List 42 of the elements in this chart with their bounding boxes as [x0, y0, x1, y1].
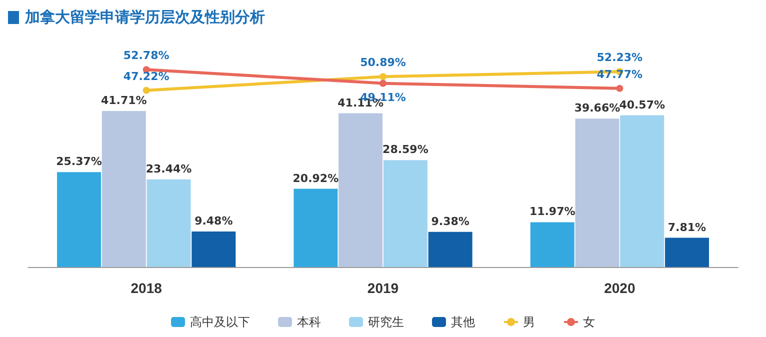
x-tick-label: 2020 — [604, 280, 636, 296]
bar — [383, 160, 428, 267]
chart-title: 加拿大留学申请学历层次及性别分析 — [25, 8, 265, 27]
bar — [620, 115, 664, 267]
legend-label: 其他 — [451, 315, 475, 329]
data-label: 41.71% — [100, 94, 147, 108]
bar — [530, 222, 574, 267]
data-label: 28.59% — [382, 143, 428, 156]
bar — [294, 188, 338, 267]
bar — [146, 179, 191, 267]
data-label: 40.57% — [619, 98, 666, 112]
point — [380, 80, 386, 87]
data-label: 52.78% — [123, 49, 170, 62]
data-label: 47.22% — [123, 70, 170, 83]
data-label: 23.44% — [146, 162, 192, 176]
x-tick-label: 2018 — [130, 280, 162, 296]
bar — [57, 172, 102, 267]
point — [380, 73, 386, 80]
bar — [664, 238, 709, 267]
data-label: 9.48% — [194, 214, 233, 228]
data-label: 50.89% — [360, 56, 406, 70]
legend-label: 本科 — [297, 315, 321, 329]
bar — [102, 111, 146, 267]
data-label: 25.37% — [56, 155, 102, 168]
bar — [428, 232, 472, 267]
data-label: 47.77% — [596, 68, 643, 81]
legend-label: 研究生 — [368, 315, 404, 329]
data-label: 11.97% — [529, 205, 576, 218]
legend-label: 高中及以下 — [190, 315, 250, 329]
bar — [338, 113, 383, 267]
point — [142, 86, 150, 94]
legend-label: 女 — [583, 315, 595, 329]
point — [616, 84, 624, 92]
data-label: 20.92% — [292, 172, 339, 185]
x-tick-label: 2019 — [367, 280, 399, 296]
bar — [192, 232, 236, 267]
legend-label: 男 — [523, 315, 535, 329]
data-label: 39.66% — [574, 102, 620, 115]
data-label: 52.23% — [596, 51, 643, 64]
data-label: 9.38% — [431, 214, 470, 228]
bar — [575, 118, 620, 267]
data-label: 7.81% — [668, 220, 706, 234]
